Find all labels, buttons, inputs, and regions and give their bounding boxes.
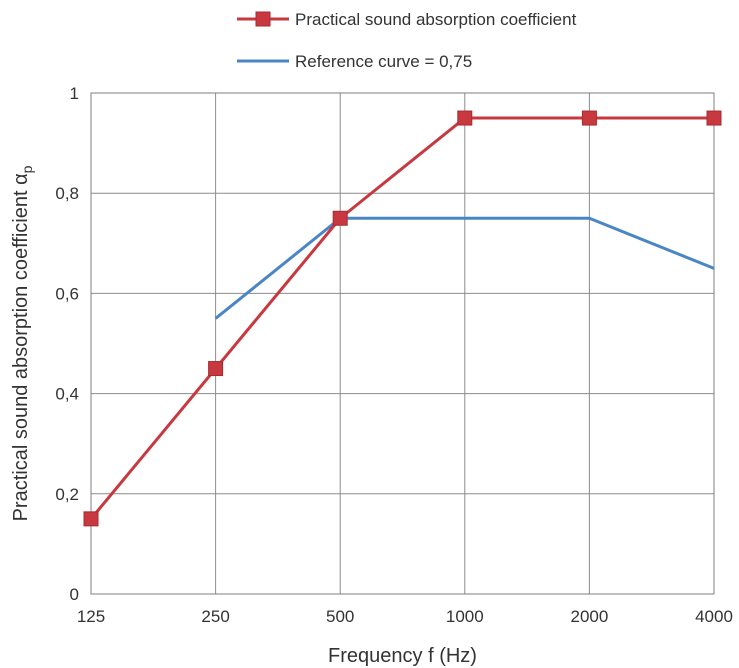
data-point [83,511,99,527]
x-axis-ticks: 125 250 500 1000 2000 4000 [77,607,733,626]
legend-label: Reference curve = 0,75 [295,52,472,71]
y-tick-label: 0,2 [55,485,79,504]
data-point [581,110,597,126]
x-axis-title: Frequency f (Hz) [328,645,477,667]
plot-area [90,92,715,595]
legend: Practical sound absorption coefficient Re… [237,10,577,71]
data-point [332,210,348,226]
data-point [706,110,722,126]
y-tick-label: 0,4 [55,385,79,404]
series-practical-absorption [83,110,722,527]
y-tick-label: 0,8 [55,184,79,203]
x-tick-label: 1000 [446,607,484,626]
series-layer [83,110,722,527]
x-tick-label: 250 [201,607,229,626]
x-tick-label: 125 [77,607,105,626]
y-tick-label: 0,6 [55,284,79,303]
y-tick-label: 0 [70,585,79,604]
legend-item: Practical sound absorption coefficient [237,10,577,29]
data-point [457,110,473,126]
x-tick-label: 2000 [570,607,608,626]
x-tick-label: 4000 [695,607,733,626]
legend-marker [255,11,271,27]
y-axis-ticks: 0 0,2 0,4 0,6 0,8 1 [55,84,79,604]
legend-item: Reference curve = 0,75 [237,52,472,71]
legend-label: Practical sound absorption coefficient [295,10,577,29]
y-axis-title: Practical sound absorption coefficient α… [10,165,35,521]
x-tick-label: 500 [326,607,354,626]
y-tick-label: 1 [70,84,79,103]
y-axis-title-subscript: p [19,165,35,173]
series-line [214,216,715,320]
series-line [89,116,714,520]
data-point [208,361,224,377]
series-reference-curve [214,216,715,320]
